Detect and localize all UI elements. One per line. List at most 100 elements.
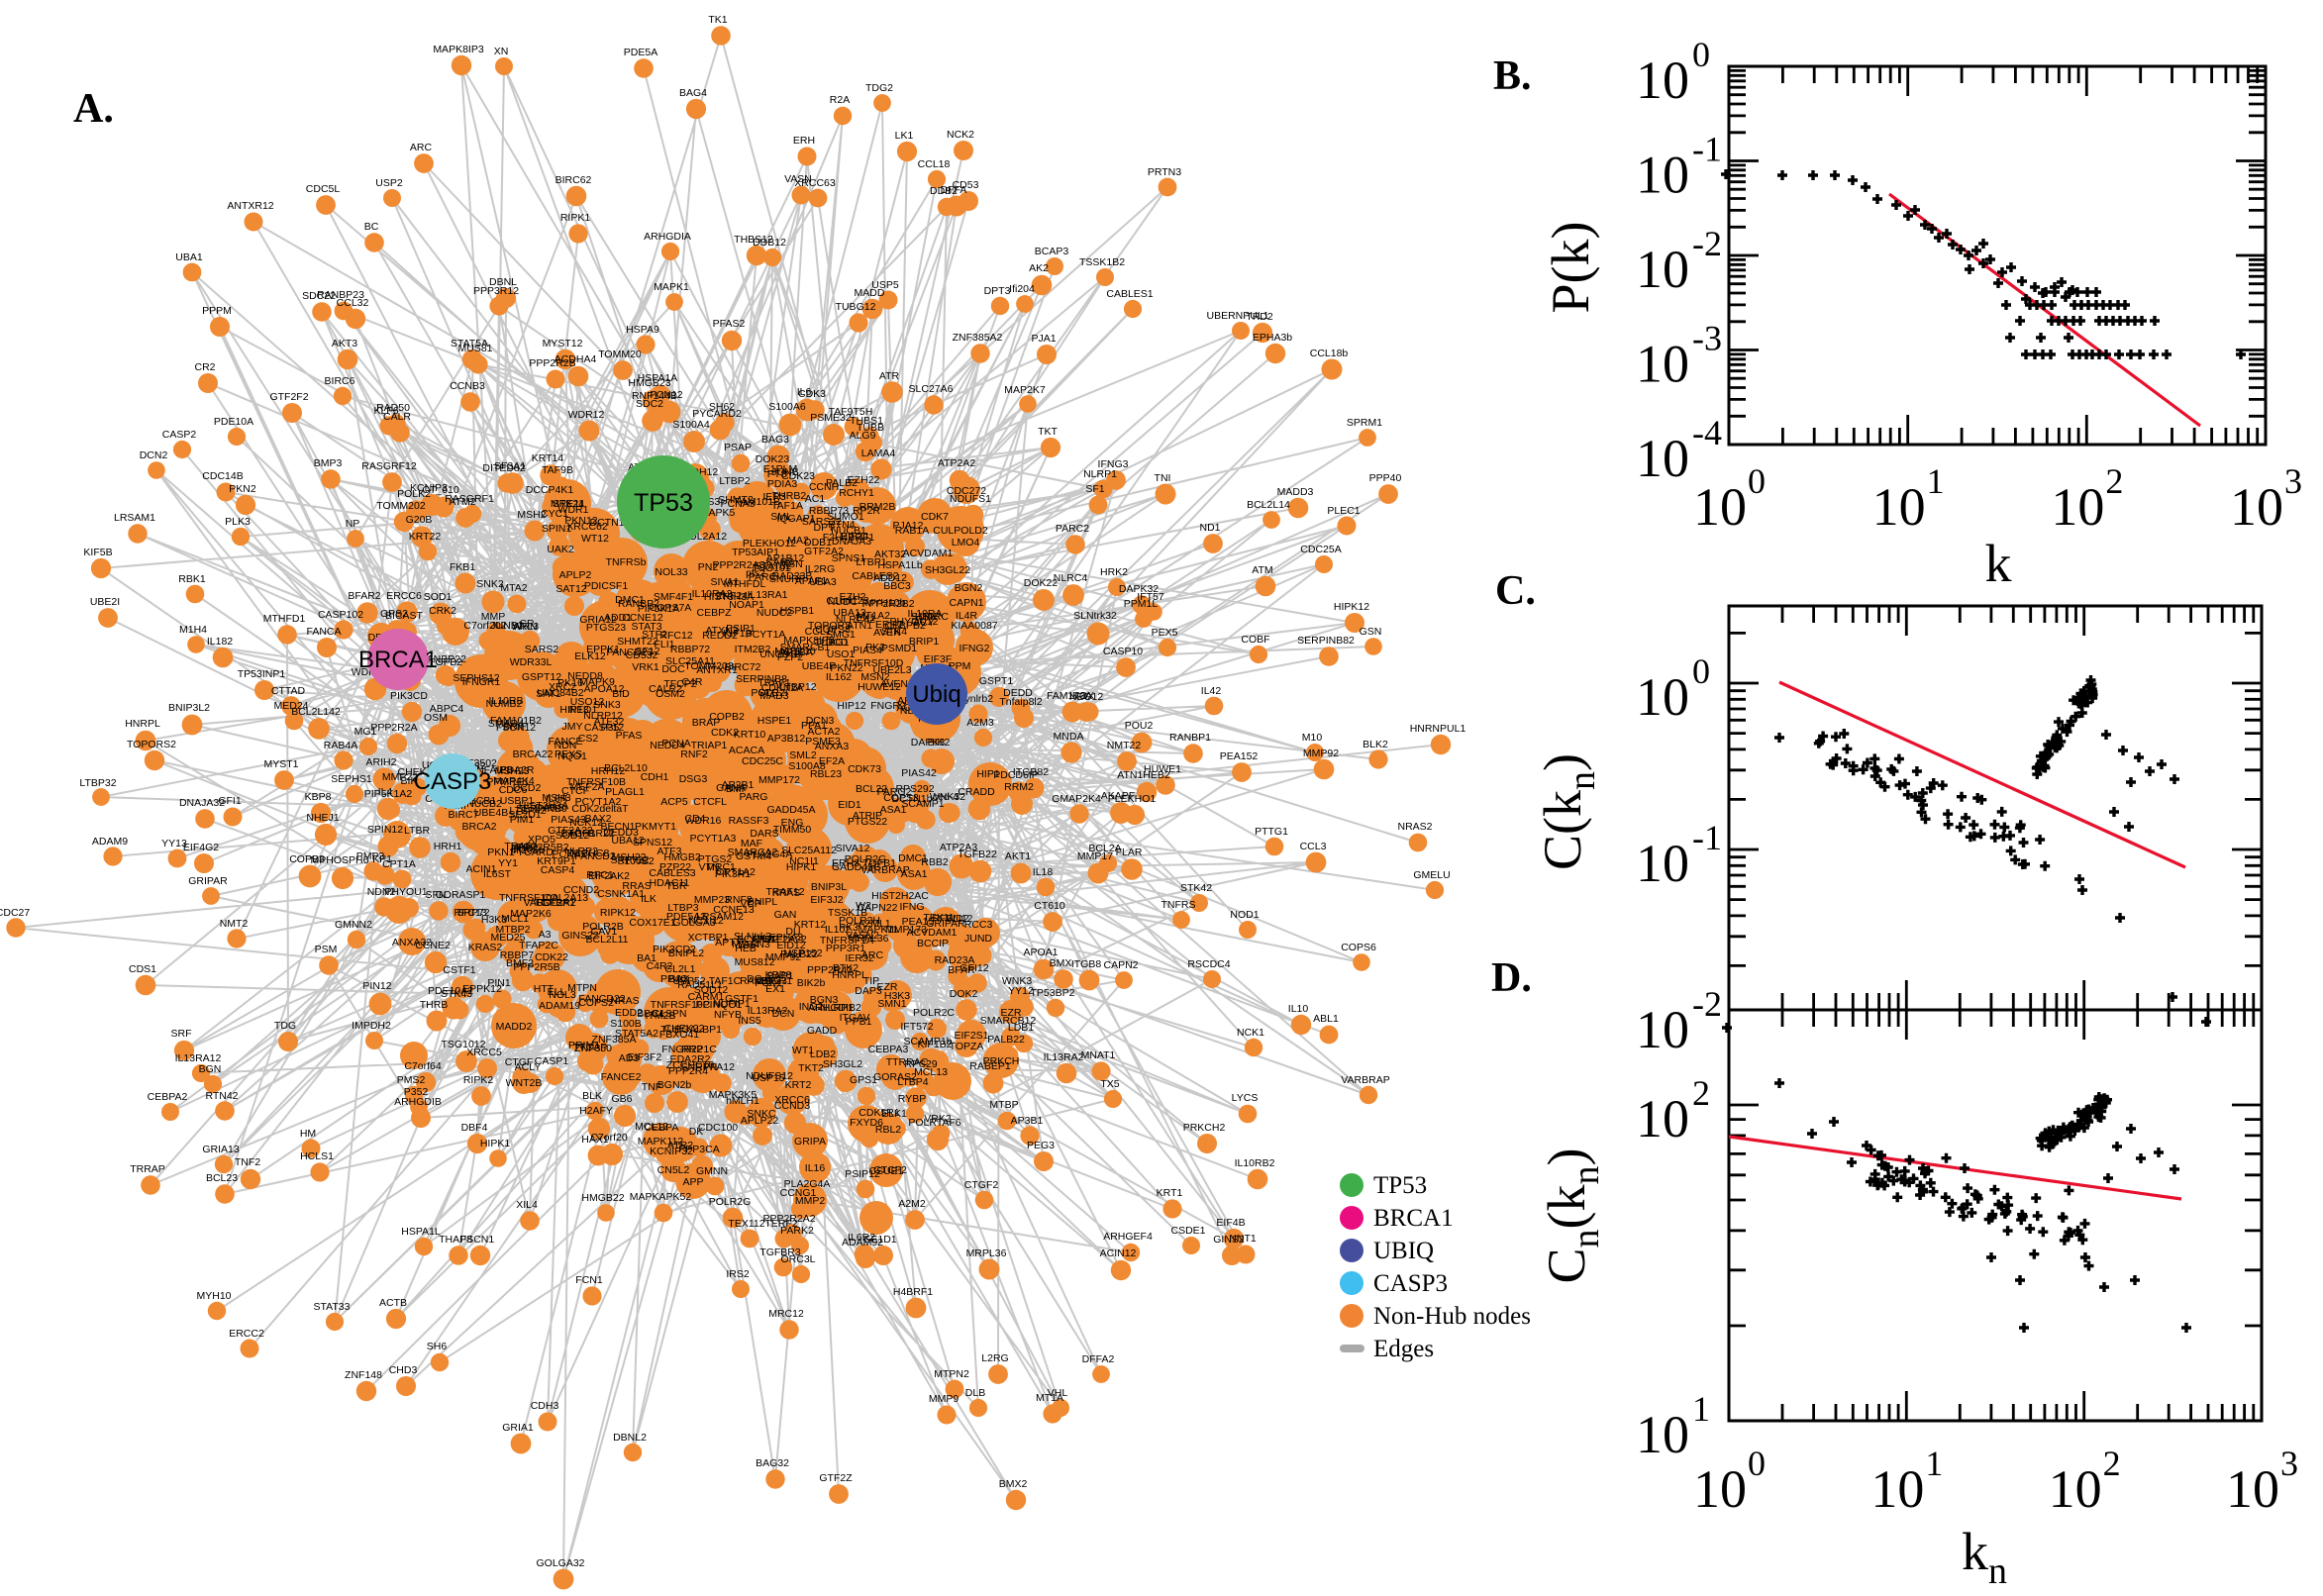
svg-text:APLP22: APLP22 xyxy=(741,1115,779,1127)
svg-text:TOPZA: TOPZA xyxy=(950,1041,984,1052)
svg-text:TK1: TK1 xyxy=(708,14,727,26)
svg-text:BNIP3L2: BNIP3L2 xyxy=(168,702,210,714)
svg-text:SRP72: SRP72 xyxy=(456,907,489,919)
svg-text:ATM: ATM xyxy=(1252,564,1272,576)
svg-text:KBP8: KBP8 xyxy=(765,969,792,981)
svg-text:GMAP2K4: GMAP2K4 xyxy=(1052,793,1101,805)
svg-text:PSIP1: PSIP1 xyxy=(726,623,756,635)
svg-text:LTBP32: LTBP32 xyxy=(79,777,116,789)
svg-text:EIF3F2: EIF3F2 xyxy=(628,1051,662,1063)
svg-text:IQGAP1: IQGAP1 xyxy=(776,513,815,525)
svg-text:LTBP1: LTBP1 xyxy=(856,556,886,568)
svg-text:BTK2: BTK2 xyxy=(833,962,858,974)
svg-text:LTBP3: LTBP3 xyxy=(667,902,698,914)
svg-text:DDB12: DDB12 xyxy=(753,237,786,249)
svg-text:IL6R2: IL6R2 xyxy=(848,1232,875,1244)
svg-text:NUCB1: NUCB1 xyxy=(831,525,866,537)
svg-text:10: 10 xyxy=(1636,1000,1689,1059)
svg-text:SLC27A6: SLC27A6 xyxy=(909,383,954,395)
svg-text:0: 0 xyxy=(1748,461,1766,501)
svg-text:TSSK1B2: TSSK1B2 xyxy=(1079,256,1125,268)
svg-text:UNC84B2: UNC84B2 xyxy=(537,687,583,699)
svg-text:CDH3: CDH3 xyxy=(531,1400,559,1412)
svg-text:NOD1: NOD1 xyxy=(1230,909,1259,921)
svg-text:COL2A1: COL2A1 xyxy=(536,897,575,909)
svg-text:RP2R: RP2R xyxy=(853,505,880,517)
svg-text:UBE4B: UBE4B xyxy=(474,807,508,819)
svg-text:KCNIP3: KCNIP3 xyxy=(410,482,448,494)
svg-text:IL6: IL6 xyxy=(797,386,812,398)
svg-text:NEDD8: NEDD8 xyxy=(567,670,603,682)
svg-text:NDUFS1: NDUFS1 xyxy=(950,493,991,505)
svg-text:IL10RB2: IL10RB2 xyxy=(1235,1157,1275,1169)
svg-text:GTF2F2: GTF2F2 xyxy=(269,391,308,403)
svg-text:FAM101B2: FAM101B2 xyxy=(490,715,542,727)
svg-text:A3: A3 xyxy=(539,929,552,941)
svg-text:PRIM1: PRIM1 xyxy=(568,1040,600,1051)
svg-text:GINS22: GINS22 xyxy=(561,930,599,942)
svg-text:GSTF1: GSTF1 xyxy=(725,993,758,1005)
svg-text:PCNA2: PCNA2 xyxy=(552,848,586,860)
svg-text:PARC: PARC xyxy=(749,571,777,583)
svg-text:PDE10A: PDE10A xyxy=(214,416,253,428)
svg-text:UBE2I: UBE2I xyxy=(90,596,120,608)
svg-text:ELL: ELL xyxy=(548,986,566,998)
svg-text:POU2: POU2 xyxy=(1125,720,1154,732)
svg-text:FSCN1: FSCN1 xyxy=(460,1234,495,1246)
svg-text:PALB22: PALB22 xyxy=(987,1034,1025,1046)
svg-text:ITGB8: ITGB8 xyxy=(1071,958,1102,970)
svg-text:IL16: IL16 xyxy=(805,1162,826,1174)
svg-text:NCK2: NCK2 xyxy=(947,129,974,141)
svg-text:KLF6: KLF6 xyxy=(373,405,398,417)
svg-text:CR: CR xyxy=(519,618,535,630)
svg-text:ADD12: ADD12 xyxy=(873,572,907,584)
svg-text:DFFA2: DFFA2 xyxy=(1082,1353,1115,1365)
svg-text:MAPK11: MAPK11 xyxy=(858,924,899,936)
svg-text:C4R: C4R xyxy=(681,676,702,688)
svg-text:ARHGEF4: ARHGEF4 xyxy=(1103,1231,1153,1243)
svg-text:HMGB2: HMGB2 xyxy=(663,851,701,863)
svg-text:KRT2: KRT2 xyxy=(785,1079,812,1091)
svg-text:CT610: CT610 xyxy=(1034,900,1065,912)
svg-text:VASN: VASN xyxy=(784,173,812,185)
svg-text:POLR2B: POLR2B xyxy=(582,921,623,933)
svg-text:CHD3: CHD3 xyxy=(389,1364,418,1376)
svg-text:TEX11: TEX11 xyxy=(923,912,954,924)
svg-text:H3K3: H3K3 xyxy=(481,914,507,926)
svg-text:TNFRSF10D: TNFRSF10D xyxy=(844,657,904,669)
svg-text:PPP3CA: PPP3CA xyxy=(678,1144,719,1155)
svg-text:HRK2: HRK2 xyxy=(1100,566,1128,578)
svg-text:NUDC2: NUDC2 xyxy=(757,607,792,619)
svg-text:DBF4: DBF4 xyxy=(461,1122,488,1134)
svg-text:EZR: EZR xyxy=(877,981,898,993)
svg-text:TTCAP: TTCAP xyxy=(573,1042,607,1053)
svg-text:TRRAP: TRRAP xyxy=(130,1163,165,1175)
svg-text:HNRPL: HNRPL xyxy=(832,969,867,981)
svg-text:RANBP22: RANBP22 xyxy=(419,653,466,665)
svg-text:USP5: USP5 xyxy=(871,279,899,291)
svg-text:BRCA2: BRCA2 xyxy=(461,821,496,833)
svg-text:MMP: MMP xyxy=(481,611,506,623)
svg-text:CEBPA: CEBPA xyxy=(645,1122,679,1134)
svg-text:HIP13: HIP13 xyxy=(559,704,588,716)
svg-text:WNT2B: WNT2B xyxy=(506,1077,543,1089)
svg-text:HMGB22: HMGB22 xyxy=(581,1192,624,1204)
svg-text:RANBP2: RANBP2 xyxy=(618,598,659,610)
svg-text:TGFBR22: TGFBR22 xyxy=(567,828,614,840)
svg-text:FLI1: FLI1 xyxy=(654,639,674,650)
svg-text:NRAS2: NRAS2 xyxy=(1397,821,1432,833)
svg-text:10: 10 xyxy=(1636,429,1689,488)
svg-text:MSN2: MSN2 xyxy=(860,671,889,683)
svg-text:HM: HM xyxy=(300,1128,316,1140)
svg-text:PPP40: PPP40 xyxy=(1369,472,1402,484)
svg-text:DBNL2: DBNL2 xyxy=(613,1432,647,1444)
svg-text:H4BRF1: H4BRF1 xyxy=(893,1286,933,1298)
svg-text:NC1I12: NC1I12 xyxy=(688,915,724,927)
svg-text:DCN3: DCN3 xyxy=(806,715,835,727)
svg-text:DAPK32: DAPK32 xyxy=(1119,583,1159,595)
svg-text:10: 10 xyxy=(1636,240,1689,299)
svg-text:COPS6: COPS6 xyxy=(1341,942,1376,953)
svg-text:RASSF3: RASSF3 xyxy=(729,815,769,827)
svg-text:APAF1: APAF1 xyxy=(795,575,828,587)
svg-text:SNURF: SNURF xyxy=(769,573,805,585)
